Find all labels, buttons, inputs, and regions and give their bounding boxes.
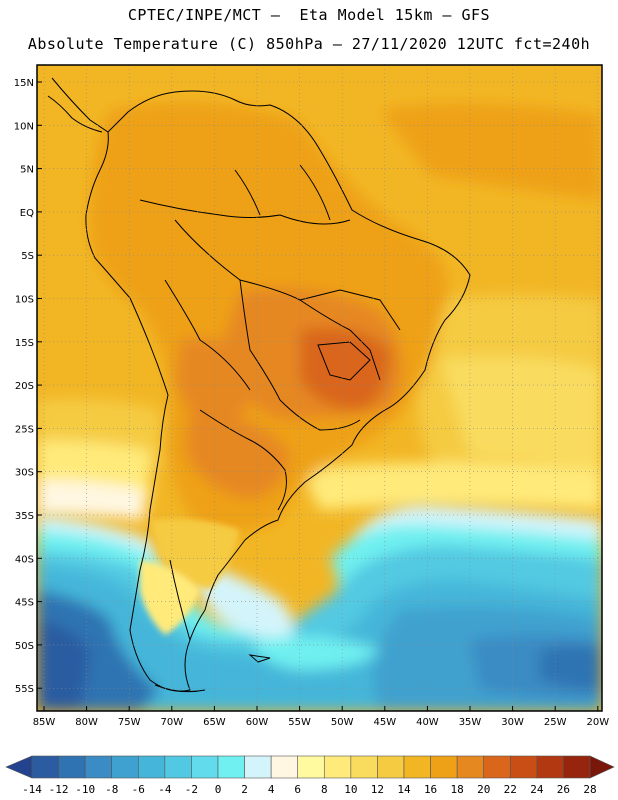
lat-label: 5S: [21, 251, 34, 262]
legend-color-box: [456, 755, 485, 779]
legend-tick-label: -4: [158, 783, 172, 796]
map-border: [36, 64, 603, 712]
legend-tick-label: -14: [22, 783, 42, 796]
legend-color-box: [483, 755, 511, 779]
legend-color-box: [323, 755, 352, 779]
lon-label: 25W: [544, 717, 567, 728]
lon-label: 60W: [246, 717, 269, 728]
legend-tick-label: -8: [105, 783, 118, 796]
lat-label: 20S: [15, 381, 34, 392]
lon-label: 45W: [373, 717, 396, 728]
lat-label: 15N: [14, 78, 34, 89]
legend-tick-label: 26: [557, 783, 570, 796]
legend-color-box: [430, 755, 458, 779]
legend-tick-label: 4: [268, 783, 275, 796]
legend-tick-label: 14: [397, 783, 411, 796]
legend-tick-label: 8: [321, 783, 328, 796]
legend-tick-label: 10: [344, 783, 357, 796]
title-line-1: CPTEC/INPE/MCT – Eta Model 15km – GFS: [127, 6, 491, 24]
lat-label: 10S: [15, 295, 34, 306]
lon-label: 20W: [586, 717, 609, 728]
lon-label: 80W: [75, 717, 98, 728]
lat-label: 30S: [15, 468, 34, 479]
legend-tick-label: 6: [294, 783, 301, 796]
legend-tick-label: -12: [49, 783, 69, 796]
latitude-labels: 15N 10N 5N EQ 5S 10S 15S 20S 25S 30S 35S 40S 45S 50S 5…: [14, 78, 42, 695]
lon-label: 30W: [501, 717, 524, 728]
legend-tick-label: 2: [241, 783, 248, 796]
legend-color-box: [536, 755, 564, 779]
coastline-outline: [47, 77, 471, 693]
legend-color-box: [31, 755, 59, 779]
lon-label: 75W: [118, 717, 141, 728]
lat-label: 55S: [15, 684, 34, 695]
lon-label: 65W: [203, 717, 226, 728]
legend-color-box: [217, 755, 245, 779]
lon-label: 50W: [331, 717, 354, 728]
lat-label: 45S: [15, 598, 34, 609]
color-legend: -14 -12 -10 -8 -6 -4 -2 0 2 4 6 8 10 12 14 16 18 20 22 24 26…: [5, 755, 615, 796]
legend-color-box: [191, 755, 219, 779]
lon-label: 70W: [160, 717, 183, 728]
legend-tick-label: 0: [215, 783, 222, 796]
title-line-2: Absolute Temperature (C) 850hPa – 27/11/…: [27, 35, 591, 53]
legend-color-box: [350, 755, 378, 779]
legend-color-box: [297, 755, 325, 779]
legend-color-box: [137, 755, 166, 779]
legend-tick-label: 24: [530, 783, 544, 796]
legend-color-box: [509, 755, 538, 779]
legend-color-box: [111, 755, 139, 779]
lat-label: EQ: [20, 208, 34, 219]
lat-label: 40S: [15, 554, 34, 565]
legend-color-box: [270, 755, 299, 779]
lon-label: 35W: [459, 717, 482, 728]
legend-color-box: [58, 755, 86, 779]
lat-label: 5N: [20, 165, 34, 176]
lon-label: 85W: [33, 717, 56, 728]
lat-label: 50S: [15, 641, 34, 652]
legend-tick-label: 18: [451, 783, 464, 796]
temperature-field: [37, 65, 602, 711]
legend-color-box: [84, 755, 113, 779]
legend-tick-label: 16: [424, 783, 437, 796]
lon-label: 40W: [416, 717, 439, 728]
lat-label: 35S: [15, 511, 34, 522]
legend-tick-label: 28: [583, 783, 596, 796]
legend-low-arrow: [5, 755, 33, 779]
legend-tick-label: 22: [504, 783, 517, 796]
legend-tick-label: 12: [371, 783, 384, 796]
legend-tick-label: -6: [132, 783, 145, 796]
legend-tick-label: -2: [185, 783, 198, 796]
legend-high-arrow: [589, 755, 615, 779]
map-panel: 15N 10N 5N EQ 5S 10S 15S 20S 25S 30S 35S 40S 45S 50S 5…: [14, 64, 609, 728]
legend-color-box: [403, 755, 431, 779]
legend-tick-label: -10: [75, 783, 95, 796]
lat-label: 10N: [14, 121, 34, 132]
longitude-labels: 85W 80W 75W 70W 65W 60W 55W 50W 45W 40W 35W 30W 25W 2…: [33, 706, 609, 728]
legend-tick-label: 20: [477, 783, 490, 796]
legend-color-box: [244, 755, 272, 779]
legend-color-box: [164, 755, 192, 779]
lat-label: 15S: [15, 338, 34, 349]
lat-label: 25S: [15, 424, 34, 435]
legend-color-box: [563, 755, 591, 779]
legend-color-box: [377, 755, 405, 779]
lon-label: 55W: [288, 717, 311, 728]
